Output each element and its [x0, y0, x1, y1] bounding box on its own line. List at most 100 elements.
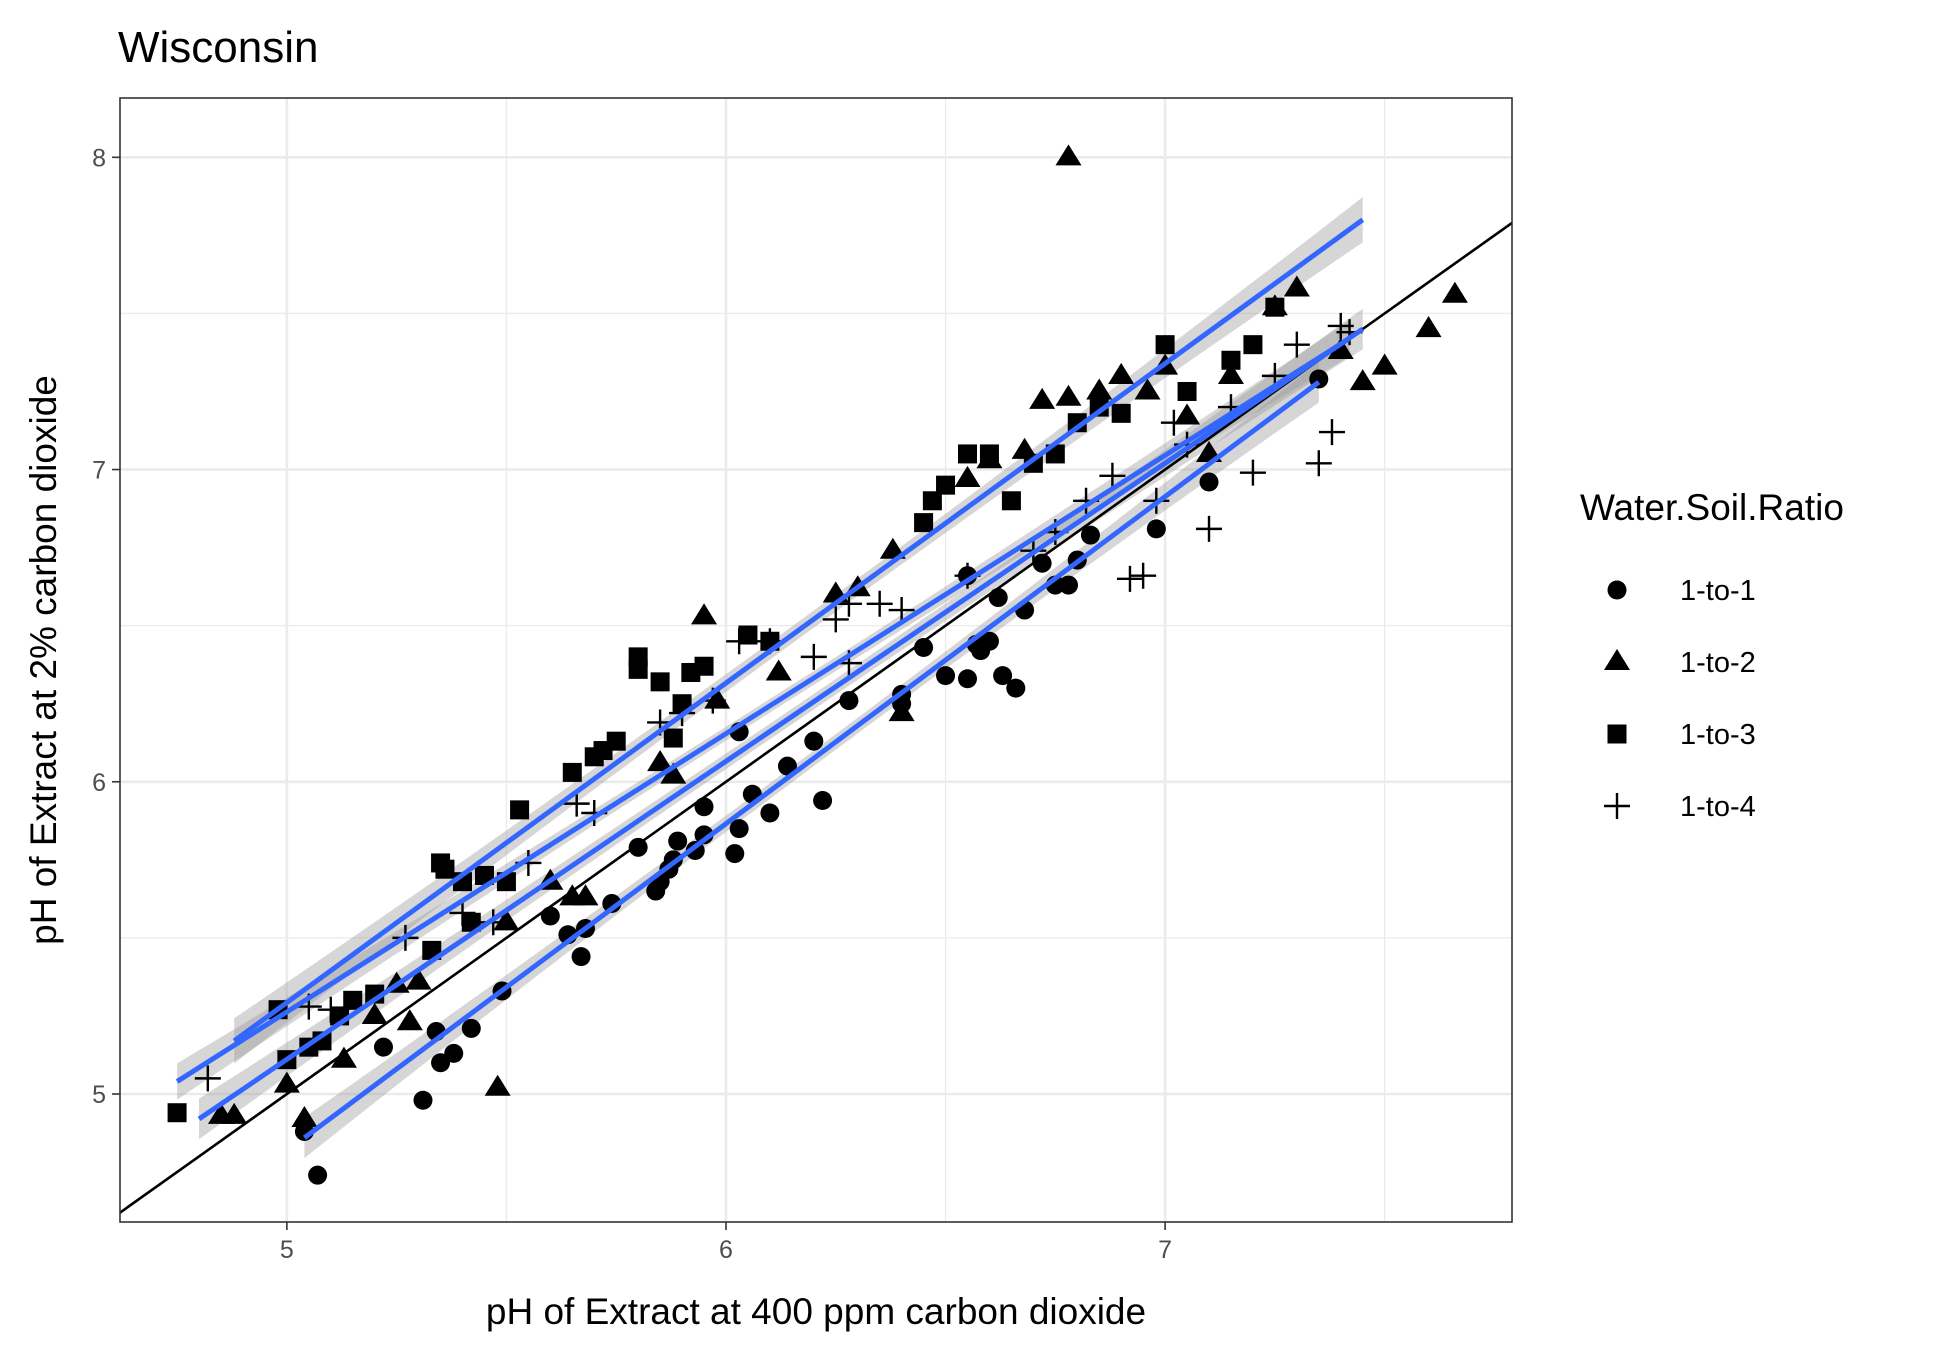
data-point [1243, 335, 1263, 355]
panel-border [119, 97, 1513, 1223]
data-point [167, 1103, 187, 1123]
data-point [1196, 515, 1223, 542]
data-point [493, 909, 520, 931]
data-point [888, 597, 915, 624]
data-point [474, 865, 494, 885]
data-point [273, 1071, 300, 1093]
legend-item-1-to-4: 1-to-4 [1604, 791, 1756, 823]
x-axis: 5 6 7 [280, 1222, 1172, 1264]
data-point [1099, 462, 1126, 489]
data-point [308, 1165, 328, 1185]
data-point [1239, 459, 1266, 486]
data-point [373, 1037, 393, 1057]
data-point [571, 947, 591, 967]
data-points [167, 144, 1468, 1185]
data-point [510, 800, 530, 820]
data-point [1349, 369, 1376, 391]
data-point [444, 1043, 464, 1063]
y-tick-label: 6 [92, 769, 106, 797]
data-point [435, 859, 455, 879]
fit-line-1-to-1 [302, 380, 1321, 1140]
data-point [1441, 281, 1468, 303]
legend: Water.Soil.Ratio 1-to-1 1-to-2 1-to-3 1-to-… [1580, 487, 1844, 823]
data-point [726, 628, 753, 655]
data-point [800, 643, 827, 670]
legend-key-triangle [1604, 649, 1630, 671]
data-point [822, 606, 849, 633]
data-point [957, 444, 977, 464]
data-point [988, 588, 1008, 608]
data-point [650, 672, 670, 692]
legend-label: 1-to-3 [1680, 719, 1756, 751]
data-point [1116, 565, 1143, 592]
data-point [993, 666, 1013, 686]
data-point [1199, 472, 1219, 492]
data-point [1011, 437, 1038, 459]
data-point [431, 1053, 451, 1073]
data-point [914, 513, 934, 533]
data-point [839, 691, 859, 711]
data-point [1108, 362, 1135, 384]
data-point [1415, 316, 1442, 338]
fit-line-1-to-2 [197, 326, 1365, 1122]
legend-label: 1-to-1 [1680, 575, 1756, 607]
data-point [291, 1105, 318, 1128]
x-tick-label: 5 [280, 1236, 294, 1264]
data-point [979, 444, 999, 464]
data-point [866, 590, 893, 617]
data-point [1055, 144, 1082, 166]
data-point [1318, 419, 1345, 446]
y-axis-title: pH of Extract at 2% carbon dioxide [23, 375, 64, 945]
data-point [361, 1002, 388, 1024]
data-point [1177, 381, 1197, 401]
data-point [1305, 450, 1332, 477]
data-point [1371, 353, 1398, 375]
chart-title: Wisconsin [118, 23, 319, 72]
data-point [317, 996, 344, 1023]
data-point [396, 1009, 423, 1031]
data-point [540, 906, 560, 926]
series-points-1-to-3 [167, 297, 1285, 1123]
data-point [1155, 335, 1175, 355]
data-point [668, 831, 688, 851]
data-point [1058, 575, 1078, 595]
data-point [694, 656, 714, 676]
legend-key-square [1607, 724, 1627, 744]
data-point [1134, 378, 1161, 400]
data-point [660, 762, 687, 784]
data-point [1111, 403, 1131, 423]
legend-key-circle [1607, 580, 1627, 600]
data-point [647, 750, 674, 772]
data-point [1080, 525, 1100, 545]
data-point [449, 899, 476, 926]
legend-title: Water.Soil.Ratio [1580, 487, 1844, 528]
legend-item-1-to-1: 1-to-1 [1607, 575, 1756, 607]
data-point [922, 491, 942, 511]
data-point [484, 1074, 511, 1096]
data-point [606, 731, 626, 751]
fit-lines [175, 217, 1365, 1140]
data-point [405, 968, 432, 990]
data-point [729, 819, 749, 839]
data-point [1055, 384, 1082, 406]
series-points-1-to-2 [207, 144, 1468, 1128]
data-point [879, 537, 906, 559]
data-point [628, 659, 648, 679]
data-point [461, 912, 481, 932]
data-point [1283, 331, 1310, 358]
data-point [765, 659, 792, 681]
plot-panel [119, 97, 1513, 1223]
data-point [936, 666, 956, 686]
x-tick-label: 6 [719, 1236, 733, 1264]
legend-label: 1-to-4 [1680, 791, 1756, 823]
data-point [804, 731, 824, 751]
legend-item-1-to-3: 1-to-3 [1607, 719, 1756, 751]
data-point [562, 762, 582, 782]
data-point [1029, 387, 1056, 409]
fit-line-1-to-4 [175, 336, 1351, 1084]
x-tick-label: 7 [1158, 1236, 1172, 1264]
data-point [694, 797, 714, 817]
data-point [691, 603, 718, 625]
data-point [888, 700, 915, 722]
